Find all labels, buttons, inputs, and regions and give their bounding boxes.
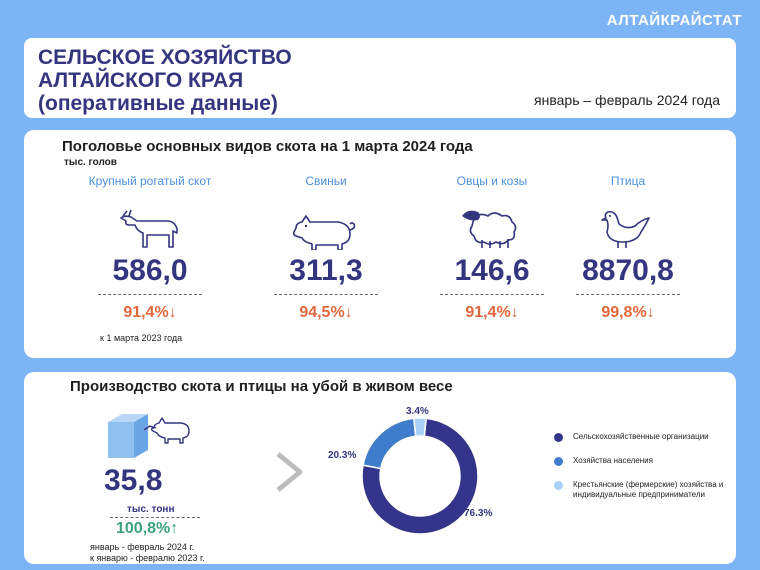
donut-chart [361, 417, 479, 535]
title-line-3: (оперативные данные) [38, 92, 278, 115]
pig-icon [292, 215, 356, 250]
dashed-divider [274, 294, 378, 295]
animal-label: Птица [610, 174, 646, 188]
animal-value: 146,6 [454, 254, 530, 287]
donut-slice [361, 417, 479, 535]
livestock-item-cattle: Крупный рогатый скот 586,0 91,4%↓ [80, 174, 220, 322]
dashed-divider [98, 294, 202, 295]
legend-item: Хозяйства населения [554, 456, 734, 466]
box-pig-icon [108, 414, 190, 458]
animal-change: 91,4%↓ [123, 304, 177, 321]
donut-value-label: 3.4% [406, 406, 429, 417]
animal-value: 586,0 [112, 254, 188, 287]
legend-item: Крестьянские (фермерские) хозяйства и ин… [554, 480, 734, 500]
legend-swatch [554, 481, 563, 490]
legend-item: Сельскохозяйственные организации [554, 432, 734, 442]
donut-slice [362, 417, 417, 470]
donut-slice [412, 417, 428, 438]
livestock-unit: тыс. голов [64, 157, 117, 168]
title-line-2: АЛТАЙСКОГО КРАЯ [38, 69, 244, 92]
title-line-1: СЕЛЬСКОЕ ХОЗЯЙСТВО [38, 46, 292, 69]
legend-swatch [554, 457, 563, 466]
chart-legend: Сельскохозяйственные организации Хозяйст… [554, 432, 734, 514]
livestock-title: Поголовье основных видов скота на 1 март… [62, 138, 473, 155]
legend-label: Хозяйства населения [573, 456, 653, 465]
bird-icon [601, 210, 650, 248]
reference-note: к 1 марта 2023 года [100, 333, 183, 343]
legend-label: Крестьянские (фермерские) хозяйства и ин… [573, 480, 724, 499]
page-title: СЕЛЬСКОЕ ХОЗЯЙСТВО АЛТАЙСКОГО КРАЯ (опер… [38, 46, 292, 115]
note-line-2: к январю - февралю 2023 г. [90, 553, 205, 563]
cow-icon [120, 209, 178, 248]
dashed-divider [110, 517, 200, 518]
animal-label: Овцы и козы [456, 174, 528, 188]
header-panel: СЕЛЬСКОЕ ХОЗЯЙСТВО АЛТАЙСКОГО КРАЯ (опер… [24, 38, 736, 118]
livestock-item-poultry: Птица 8870,8 99,8%↓ [558, 174, 698, 322]
legend-label: Сельскохозяйственные организации [573, 432, 709, 441]
brand-logo-text: АЛТАЙКРАЙСТАТ [606, 12, 742, 29]
donut-value-label: 20.3% [328, 450, 357, 461]
livestock-item-sheep: Овцы и козы 146,6 91,4%↓ [422, 174, 562, 322]
sheep-icon [462, 210, 517, 248]
livestock-item-pigs: Свиньи 311,3 94,5%↓ [256, 174, 396, 322]
legend-swatch [554, 433, 563, 442]
dashed-divider [440, 294, 544, 295]
production-title: Производство скота и птицы на убой в жив… [70, 378, 453, 395]
production-change: 100,8%↑ [116, 520, 179, 537]
animal-label: Крупный рогатый скот [88, 174, 212, 188]
production-panel: Производство скота и птицы на убой в жив… [24, 372, 736, 564]
animal-value: 311,3 [289, 254, 363, 287]
donut-value-label: 76.3% [464, 508, 493, 519]
chevron-right-icon [276, 452, 303, 492]
production-value: 35,8 [104, 464, 163, 497]
animal-change: 91,4%↓ [465, 304, 519, 321]
dashed-divider [576, 294, 680, 295]
production-unit: тыс. тонн [127, 504, 175, 515]
animal-change: 94,5%↓ [299, 304, 353, 321]
livestock-panel: Поголовье основных видов скота на 1 март… [24, 130, 736, 358]
animal-change: 99,8%↓ [601, 304, 655, 321]
note-line-1: январь - февраль 2024 г. [90, 542, 195, 552]
animal-label: Свиньи [305, 174, 347, 188]
production-note: январь - февраль 2024 г. к январю - февр… [90, 542, 205, 564]
report-period: январь – февраль 2024 года [534, 92, 720, 108]
animal-value: 8870,8 [582, 254, 674, 287]
